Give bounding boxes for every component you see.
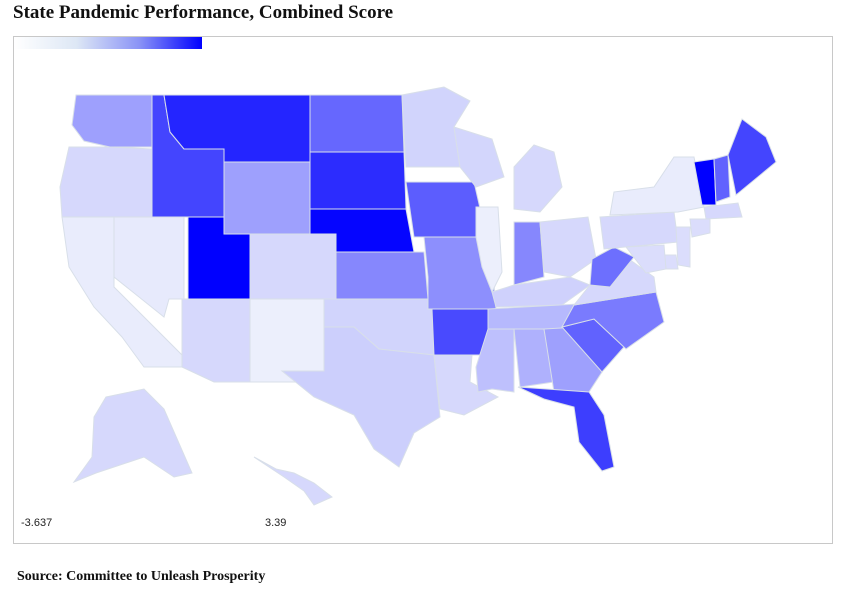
state-nm[interactable]	[249, 298, 325, 383]
state-ny[interactable]	[609, 156, 705, 216]
legend-max-label: 3.39	[265, 517, 287, 529]
source-note: Source: Committee to Unleash Prosperity	[17, 569, 266, 584]
state-ma[interactable]	[703, 202, 743, 220]
state-hi[interactable]	[253, 456, 333, 506]
state-ky[interactable]	[491, 276, 592, 308]
state-fl[interactable]	[517, 386, 615, 472]
legend-color-bar	[14, 37, 202, 49]
state-nh[interactable]	[713, 154, 731, 203]
state-md[interactable]	[625, 244, 667, 274]
map-frame: -3.637 3.39	[13, 36, 833, 544]
state-mi[interactable]	[513, 144, 563, 213]
state-ct[interactable]	[689, 218, 711, 238]
chart-title: State Pandemic Performance, Combined Sco…	[13, 2, 394, 23]
state-wa[interactable]	[71, 94, 165, 148]
state-or[interactable]	[59, 146, 153, 218]
state-wy[interactable]	[223, 161, 311, 235]
state-wi[interactable]	[453, 126, 505, 188]
state-az[interactable]	[181, 298, 251, 383]
legend-min-label: -3.637	[21, 517, 53, 529]
us-choropleth-map	[59, 86, 777, 506]
state-ks[interactable]	[335, 251, 429, 300]
state-tx[interactable]	[280, 326, 441, 468]
state-co[interactable]	[249, 233, 337, 300]
state-me[interactable]	[727, 118, 777, 196]
state-ia[interactable]	[405, 181, 483, 238]
state-nj[interactable]	[675, 226, 691, 268]
state-in[interactable]	[513, 221, 545, 286]
state-sd[interactable]	[309, 151, 407, 210]
state-la[interactable]	[433, 354, 500, 416]
state-nd[interactable]	[309, 94, 405, 153]
state-vt[interactable]	[693, 158, 717, 206]
state-ak[interactable]	[72, 388, 193, 484]
state-wv[interactable]	[589, 246, 635, 288]
state-oh[interactable]	[539, 216, 597, 278]
state-pa[interactable]	[599, 211, 679, 250]
